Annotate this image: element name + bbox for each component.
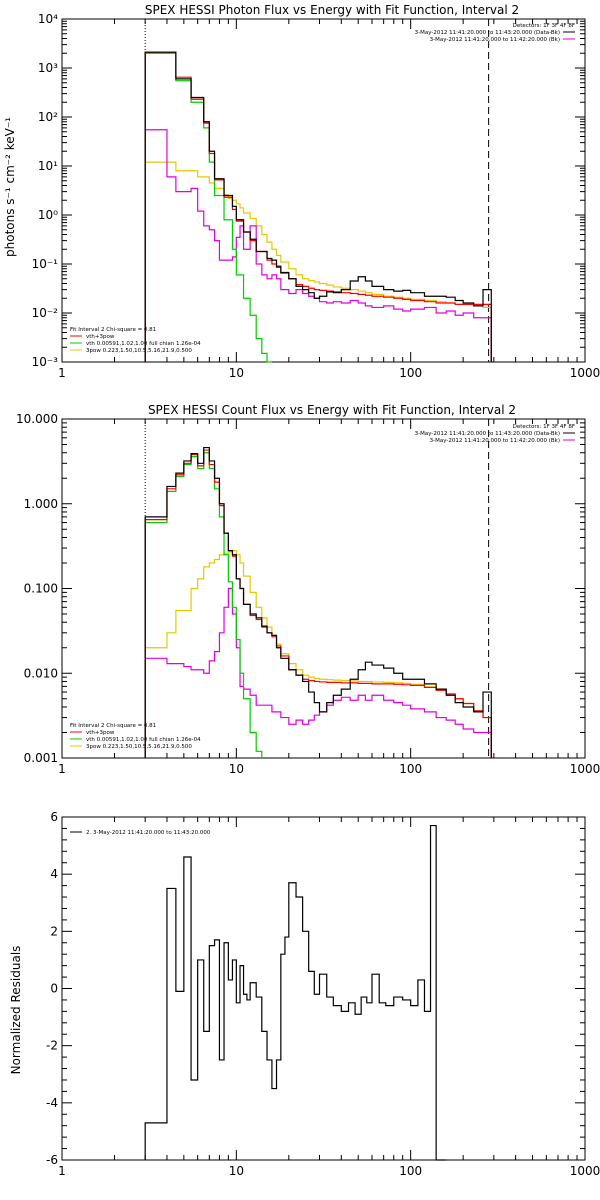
photon-flux-series-data <box>144 51 492 362</box>
photon-flux-y-tick-label: 10⁴ <box>38 12 58 26</box>
photon-flux-panel: SPEX HESSI Photon Flux vs Energy with Fi… <box>3 3 600 380</box>
count-flux-legend-bottom: Fit Interval 2 Chi-square = 0.81 vth+3po… <box>70 723 201 750</box>
legend-label-total: vth+3pow <box>86 334 115 340</box>
count-flux-series-vth <box>144 452 263 758</box>
legend-fit-interval: Fit Interval 2 Chi-square = 0.81 <box>70 723 156 729</box>
legend-label-residual: 2. 3-May-2012 11:41:20.000 to 11:43:20.0… <box>86 830 211 836</box>
residuals-y-tick-label: 6 <box>50 810 58 824</box>
residuals-series-residual <box>144 824 447 1161</box>
residuals-plot-frame <box>61 816 586 1161</box>
count-flux-plot-frame <box>61 418 586 759</box>
legend-fit-interval: Fit Interval 2 Chi-square = 0.81 <box>70 327 156 333</box>
legend-label-total: vth+3pow <box>86 730 115 736</box>
residuals-panel: Normalized Residuals 2. 3-May-2012 11:41… <box>9 810 600 1178</box>
legend-entry-bk: 3-May-2012 11:41:20.000 to 11:42:20.000 … <box>430 438 575 444</box>
legend-label-pow: 3pow 0.223,1.50,10.5,5.16,21.9,0.500 <box>86 744 192 750</box>
count-flux-y-tick-label: 1.000 <box>24 497 58 511</box>
photon-flux-y-tick-label: 10⁰ <box>38 208 58 222</box>
count-flux-title: SPEX HESSI Count Flux vs Energy with Fit… <box>148 403 516 417</box>
residuals-y-tick-label: 2 <box>50 924 58 938</box>
count-flux-x-tick-label: 100 <box>399 762 422 776</box>
photon-flux-legend-top: Detectors: 1F 3F 4F 8F 3-May-2012 11:41:… <box>415 23 575 43</box>
count-flux-y-tick-label: 0.001 <box>24 751 58 765</box>
residuals-x-tick-label: 1000 <box>570 1164 600 1178</box>
count-flux-panel: SPEX HESSI Count Flux vs Energy with Fit… <box>16 403 600 776</box>
photon-flux-y-tick-label: 10² <box>38 110 58 124</box>
photon-flux-x-tick-label: 1 <box>58 366 66 380</box>
legend-label-vth: vth 0.00591,1.02,1.00 full chian 1.26e-0… <box>86 341 201 347</box>
legend-label-pow: 3pow 0.223,1.50,10.5,5.16,21.9,0.500 <box>86 348 192 354</box>
residuals-y-tick-label: -4 <box>46 1096 58 1110</box>
legend-entry-data-bk: 3-May-2012 11:41:20.000 to 11:43:20.000 … <box>415 431 575 437</box>
photon-flux-y-tick-label: 10⁻³ <box>32 355 59 369</box>
residuals-x-tick-label: 10 <box>229 1164 244 1178</box>
legend-detectors: Detectors: 1F 3F 4F 8F <box>513 424 575 430</box>
photon-flux-legend-bottom: Fit Interval 2 Chi-square = 0.81 vth+3po… <box>70 327 201 354</box>
residuals-x-tick-label: 1 <box>58 1164 66 1178</box>
legend-detectors: Detectors: 1F 3F 4F 8F <box>513 23 575 29</box>
legend-label-vth: vth 0.00591,1.02,1.00 full chian 1.26e-0… <box>86 737 201 743</box>
residuals-y-tick-label: -6 <box>46 1153 58 1167</box>
count-flux-x-tick-label: 1000 <box>570 762 600 776</box>
count-flux-legend-top: Detectors: 1F 3F 4F 8F 3-May-2012 11:41:… <box>415 424 575 444</box>
photon-flux-y-tick-label: 10⁻¹ <box>32 257 59 271</box>
photon-flux-x-tick-label: 1000 <box>570 366 600 380</box>
residuals-y-tick-label: 4 <box>50 867 58 881</box>
count-flux-series-data <box>144 446 492 758</box>
legend-label-bk: 3-May-2012 11:41:20.000 to 11:42:20.000 … <box>430 438 560 444</box>
photon-flux-ylabel: photons s⁻¹ cm⁻² keV⁻¹ <box>3 117 17 257</box>
count-flux-x-tick-label: 1 <box>58 762 66 776</box>
legend-label-data-bk: 3-May-2012 11:41:20.000 to 11:43:20.000 … <box>415 431 560 437</box>
photon-flux-y-tick-label: 10³ <box>38 61 58 75</box>
photon-flux-series-bk <box>144 129 492 362</box>
photon-flux-x-tick-label: 100 <box>399 366 422 380</box>
photon-flux-y-tick-label: 10¹ <box>38 159 58 173</box>
count-flux-series-pow <box>144 549 492 758</box>
photon-flux-y-tick-label: 10⁻² <box>32 306 59 320</box>
photon-flux-series-vth <box>144 52 272 363</box>
residuals-x-tick-label: 100 <box>399 1164 422 1178</box>
count-flux-y-tick-label: 0.100 <box>24 582 58 596</box>
count-flux-y-tick-label: 10.000 <box>16 412 58 426</box>
legend-entry-data-bk: 3-May-2012 11:41:20.000 to 11:43:20.000 … <box>415 30 575 36</box>
residuals-y-tick-label: -2 <box>46 1039 58 1053</box>
count-flux-series-bk <box>144 587 492 758</box>
count-flux-series-total <box>144 449 492 758</box>
photon-flux-title: SPEX HESSI Photon Flux vs Energy with Fi… <box>145 3 519 17</box>
photon-flux-plot-frame <box>61 18 586 363</box>
residuals-ylabel: Normalized Residuals <box>9 946 23 1075</box>
count-flux-x-tick-label: 10 <box>229 762 244 776</box>
residuals-legend: 2. 3-May-2012 11:41:20.000 to 11:43:20.0… <box>70 830 211 836</box>
count-flux-y-tick-label: 0.010 <box>24 666 58 680</box>
legend-label-data-bk: 3-May-2012 11:41:20.000 to 11:43:20.000 … <box>415 30 560 36</box>
photon-flux-x-tick-label: 10 <box>229 366 244 380</box>
residuals-y-tick-label: 0 <box>50 982 58 996</box>
legend-label-bk: 3-May-2012 11:41:20.000 to 11:42:20.000 … <box>430 37 560 43</box>
legend-entry-bk: 3-May-2012 11:41:20.000 to 11:42:20.000 … <box>430 37 575 43</box>
